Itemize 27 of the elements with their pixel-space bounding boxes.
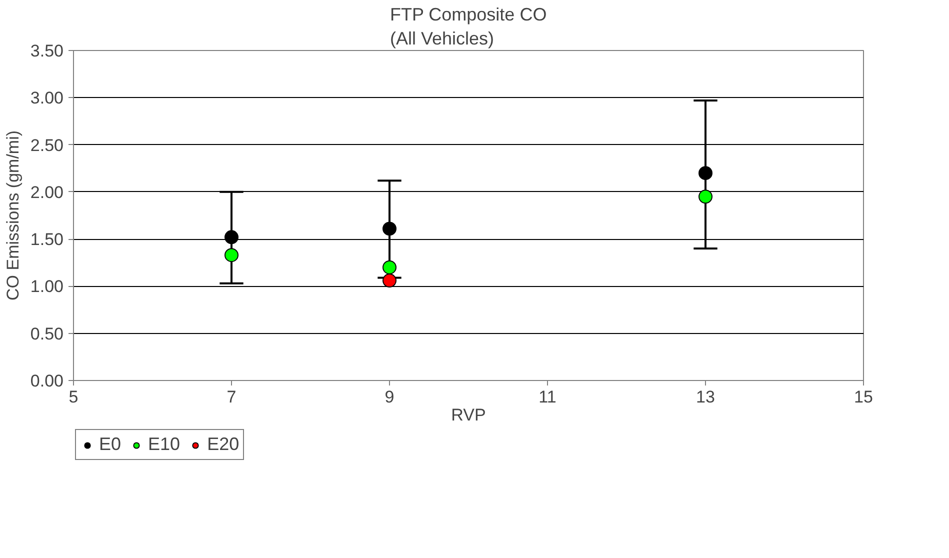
y-tick-label: 2.50 — [30, 136, 64, 155]
chart-title: FTP Composite CO (All Vehicles) — [390, 4, 547, 48]
x-tick-label: 5 — [68, 388, 78, 406]
point — [382, 274, 396, 288]
point — [224, 248, 238, 262]
y-tick-label: 1.00 — [30, 277, 64, 296]
x-tick-label: 13 — [696, 388, 715, 406]
x-tick-label: 7 — [226, 388, 236, 406]
point — [382, 260, 396, 274]
x-tick-label: 15 — [854, 388, 873, 406]
point — [698, 190, 712, 204]
point — [698, 166, 712, 180]
y-tick-label: 0.00 — [30, 372, 64, 390]
legend-label: E10 — [148, 434, 180, 455]
y-axis-title: CO Emissions (gm/mi) — [3, 130, 22, 301]
x-tick-label: 9 — [384, 388, 394, 406]
legend-label: E0 — [99, 434, 122, 455]
point — [224, 230, 238, 244]
point — [382, 222, 396, 236]
y-tick-label: 1.50 — [30, 230, 64, 250]
y-tick-label: 0.50 — [30, 324, 64, 344]
x-axis-title: RVP — [451, 406, 486, 424]
y-tick-label: 3.50 — [30, 42, 64, 60]
y-tick-label: 3.00 — [30, 88, 64, 108]
x-tick-label: 11 — [538, 388, 556, 406]
legend-label: E20 — [207, 434, 240, 455]
y-tick-label: 2.00 — [30, 182, 64, 202]
